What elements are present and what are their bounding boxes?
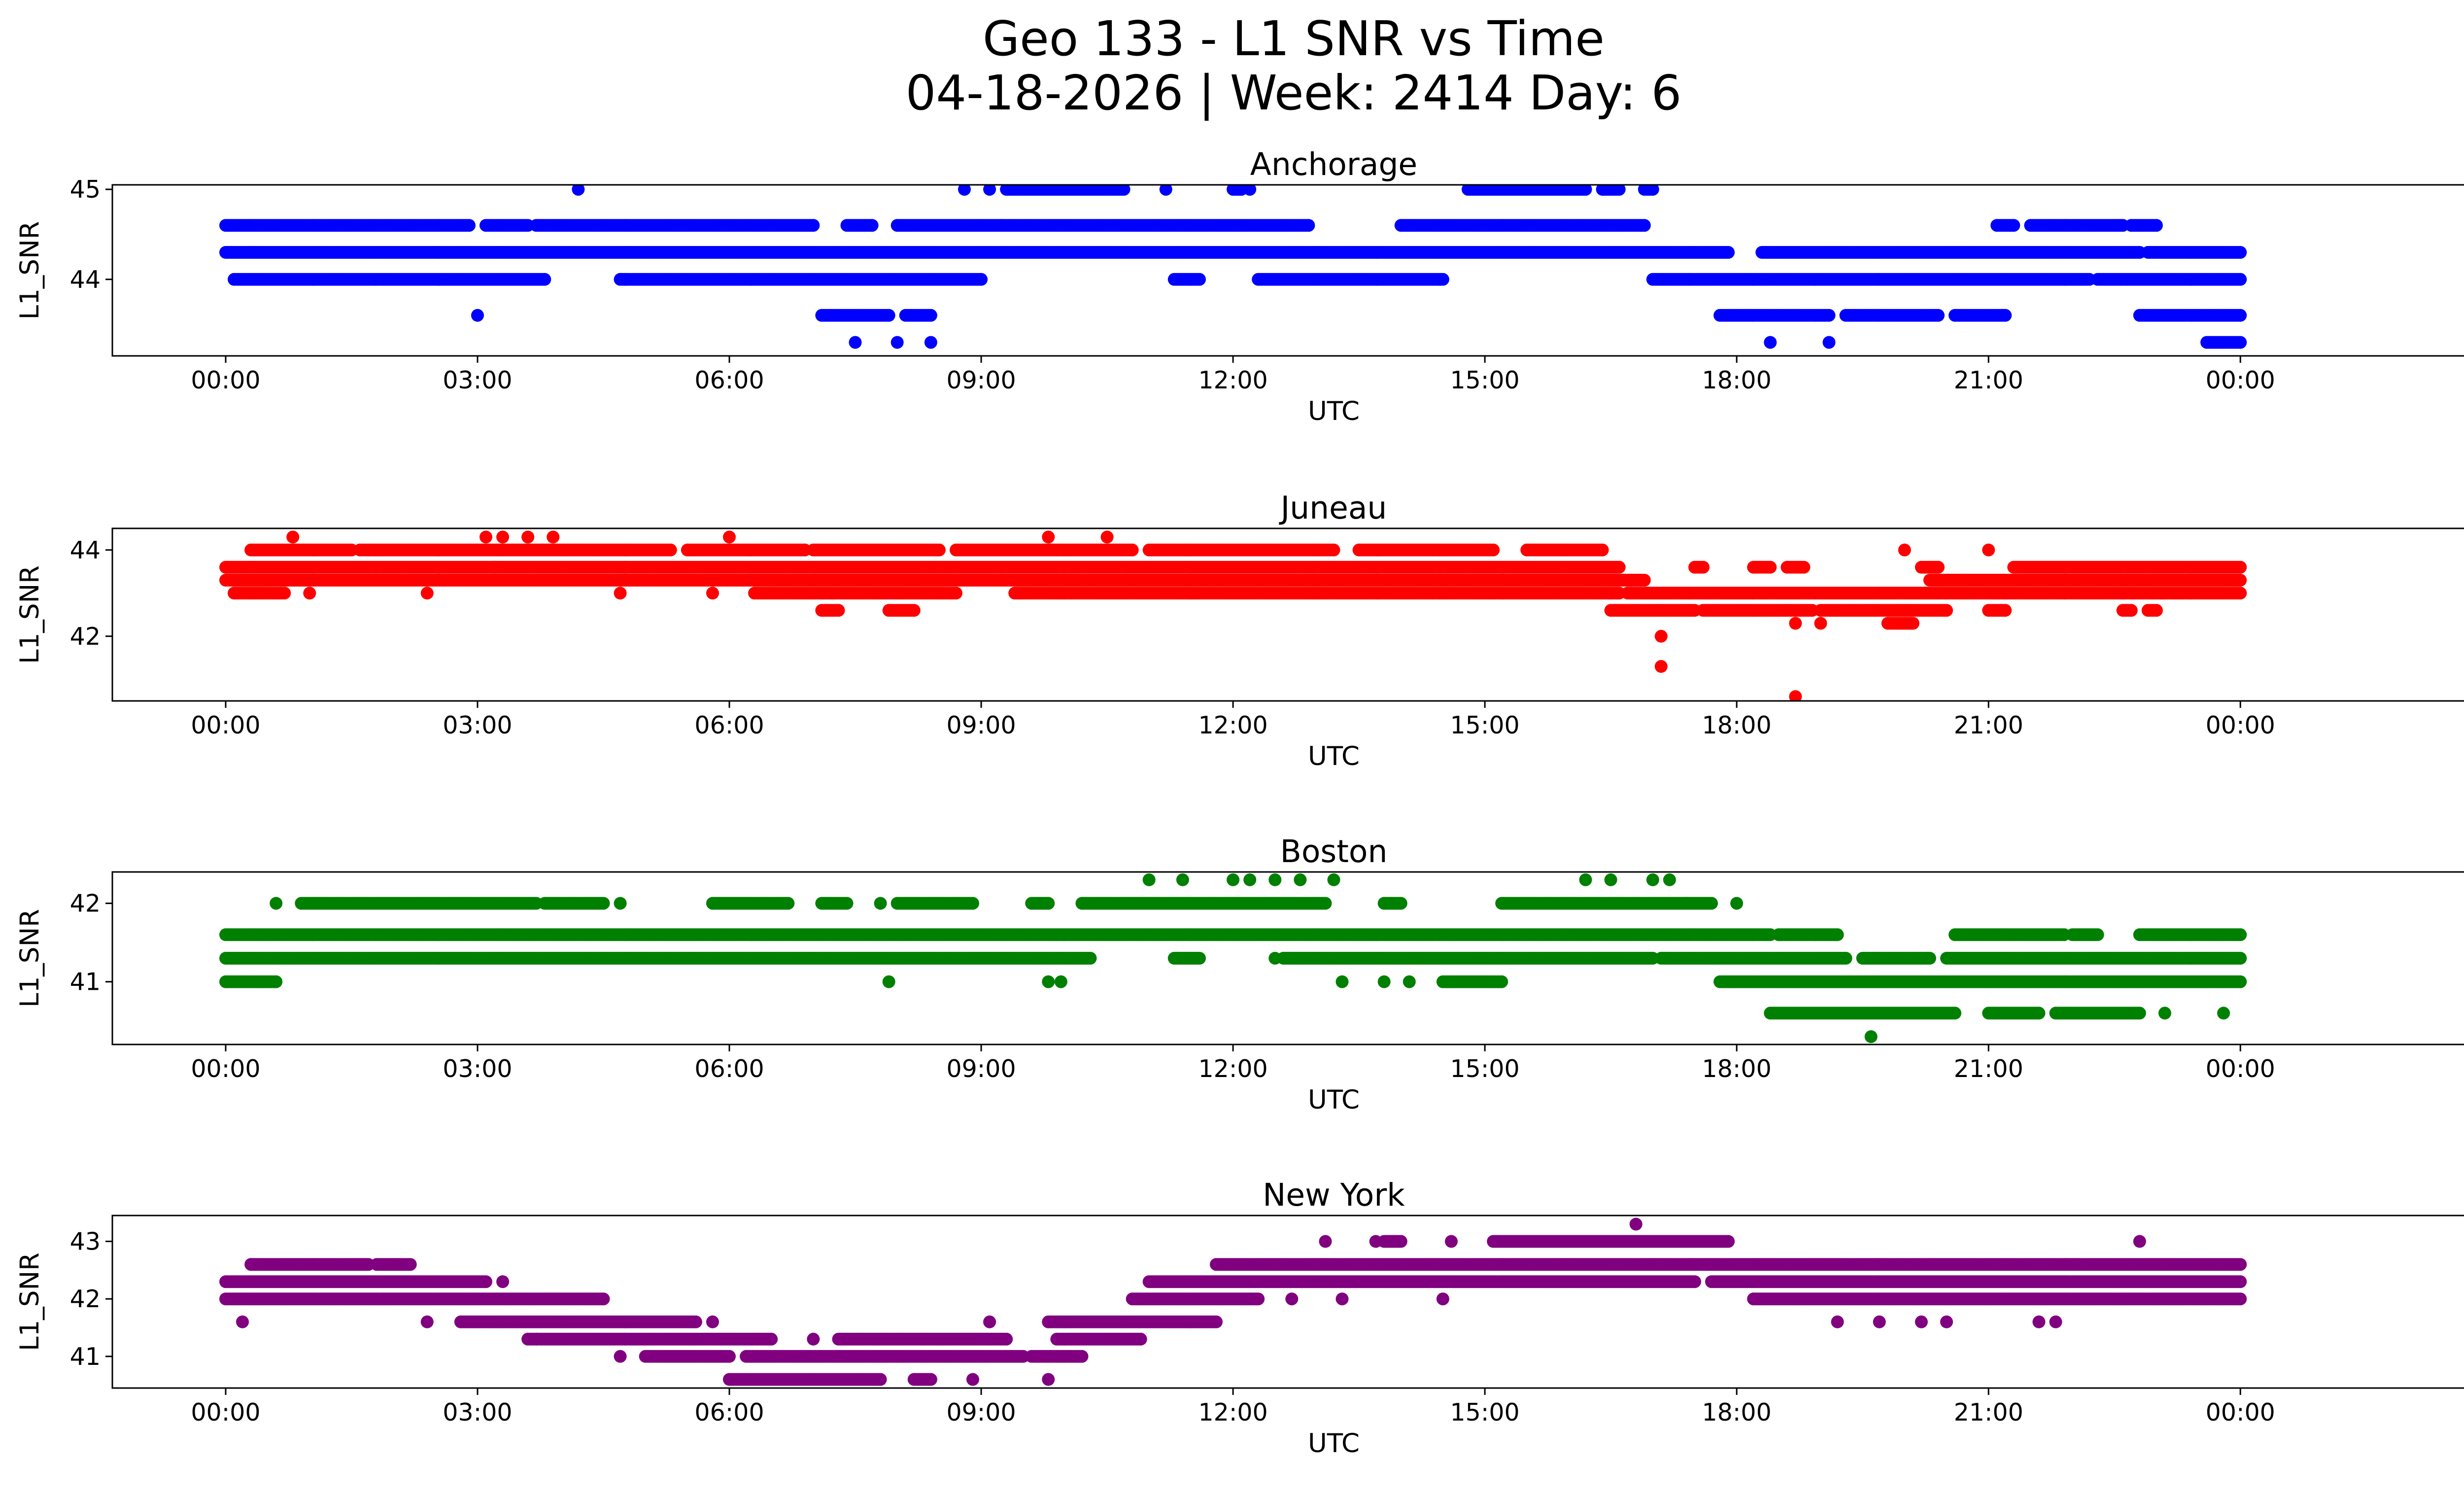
figure-title-line1: Geo 133 - L1 SNR vs Time xyxy=(983,11,1605,67)
anchorage-data-point xyxy=(1932,309,1945,322)
anchorage-data-point xyxy=(471,309,484,322)
anchorage-data-point xyxy=(1579,185,1592,196)
juneau-data-point xyxy=(1612,560,1626,574)
anchorage-data-point xyxy=(2234,246,2247,259)
anchorage-data-point xyxy=(1612,185,1626,196)
anchorage-data-point xyxy=(2234,336,2247,349)
juneau-data-point xyxy=(1126,543,1139,556)
anchorage-data-point xyxy=(975,273,988,286)
anchorage-data-point xyxy=(1302,219,1315,232)
anchorage-data-point xyxy=(572,185,585,196)
anchorage-x-tick-label: 18:00 xyxy=(1702,366,1772,394)
anchorage-data-point xyxy=(463,219,476,232)
juneau-data-point xyxy=(1638,574,1651,587)
anchorage-x-tick-label: 00:00 xyxy=(191,366,260,394)
anchorage-data-point xyxy=(1764,336,1777,349)
juneau-data-point xyxy=(1697,560,1710,574)
anchorage-data-point xyxy=(924,309,937,322)
anchorage-data-point xyxy=(983,185,996,196)
anchorage-y-axis-label: L1_SNR xyxy=(15,221,45,320)
juneau-data-point xyxy=(1487,543,1500,556)
anchorage-data-point xyxy=(1999,309,2012,322)
anchorage-data-point xyxy=(1436,273,1449,286)
anchorage-data-point xyxy=(2234,273,2247,286)
juneau-data-point xyxy=(2234,560,2247,574)
juneau-points xyxy=(219,530,2247,701)
anchorage-data-point xyxy=(538,273,551,286)
anchorage-data-point xyxy=(2150,219,2163,232)
juneau-title: Juneau xyxy=(1279,490,1387,526)
anchorage-data-point xyxy=(1822,336,1836,349)
anchorage-y-tick-label: 44 xyxy=(70,266,101,294)
figure-title-line2: 04-18-2026 | Week: 2414 Day: 6 xyxy=(906,65,1682,121)
anchorage-data-point xyxy=(865,219,879,232)
anchorage-x-tick-label: 21:00 xyxy=(1954,366,2023,394)
juneau-data-point xyxy=(664,543,677,556)
anchorage-data-point xyxy=(1243,185,1257,196)
anchorage-x-tick-label: 09:00 xyxy=(946,366,1016,394)
anchorage-data-point xyxy=(958,185,971,196)
panels: Anchorage 00:00 03:00 06:00 09:00 12:00 15:00 1… xyxy=(15,146,2464,1459)
juneau-data-point xyxy=(1596,543,1609,556)
juneau-data-point xyxy=(278,587,291,600)
anchorage-x-tick-label: 00:00 xyxy=(2206,366,2275,394)
anchorage-data-point xyxy=(2007,219,2020,232)
anchorage-data-point xyxy=(890,336,904,349)
anchorage-x-tick-label: 03:00 xyxy=(443,366,512,394)
juneau-data-point xyxy=(1327,543,1340,556)
anchorage-data-point xyxy=(924,336,937,349)
anchorage-points xyxy=(219,185,2247,349)
anchorage-y-tick-label: 45 xyxy=(70,175,101,204)
juneau-data-point xyxy=(932,543,946,556)
anchorage-title: Anchorage xyxy=(1250,146,1417,182)
juneau-data-point xyxy=(2234,574,2247,587)
anchorage-data-point xyxy=(1193,273,1206,286)
juneau-data-point xyxy=(1932,560,1945,574)
panel-anchorage: Anchorage 00:00 03:00 06:00 09:00 12:00 15:00 1… xyxy=(15,146,2464,426)
anchorage-data-point xyxy=(807,219,820,232)
anchorage-data-point xyxy=(882,309,895,322)
anchorage-axes-frame xyxy=(111,184,2464,357)
anchorage-x-axis-label: UTC xyxy=(1308,396,1360,426)
anchorage-data-point xyxy=(1117,185,1130,196)
anchorage-data-point xyxy=(1646,185,1659,196)
anchorage-x-tick-label: 15:00 xyxy=(1450,366,1520,394)
anchorage-data-point xyxy=(1822,309,1836,322)
anchorage-x-tick-label: 06:00 xyxy=(694,366,764,394)
anchorage-data-point xyxy=(1638,219,1651,232)
juneau-data-point xyxy=(1797,560,1811,574)
anchorage-data-point xyxy=(849,336,862,349)
anchorage-data-point xyxy=(2234,309,2247,322)
anchorage-data-point xyxy=(1722,246,1735,259)
juneau-data-point xyxy=(1764,560,1777,574)
anchorage-x-tick-label: 12:00 xyxy=(1198,366,1267,394)
anchorage-data-point xyxy=(1159,185,1172,196)
